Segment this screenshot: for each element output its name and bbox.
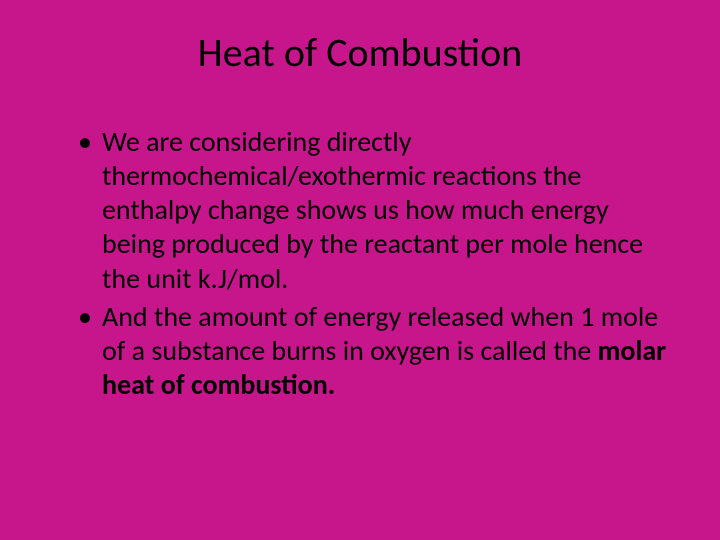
list-item: And the amount of energy released when 1… (78, 300, 670, 402)
slide: Heat of Combustion We are considering di… (0, 0, 720, 540)
list-item: We are considering directly thermochemic… (78, 125, 670, 296)
bullet-text-prefix: And the amount of energy released when 1… (102, 299, 658, 368)
bullet-list: We are considering directly thermochemic… (50, 125, 670, 402)
slide-title: Heat of Combustion (50, 28, 670, 77)
bullet-text: We are considering directly thermochemic… (102, 124, 643, 296)
